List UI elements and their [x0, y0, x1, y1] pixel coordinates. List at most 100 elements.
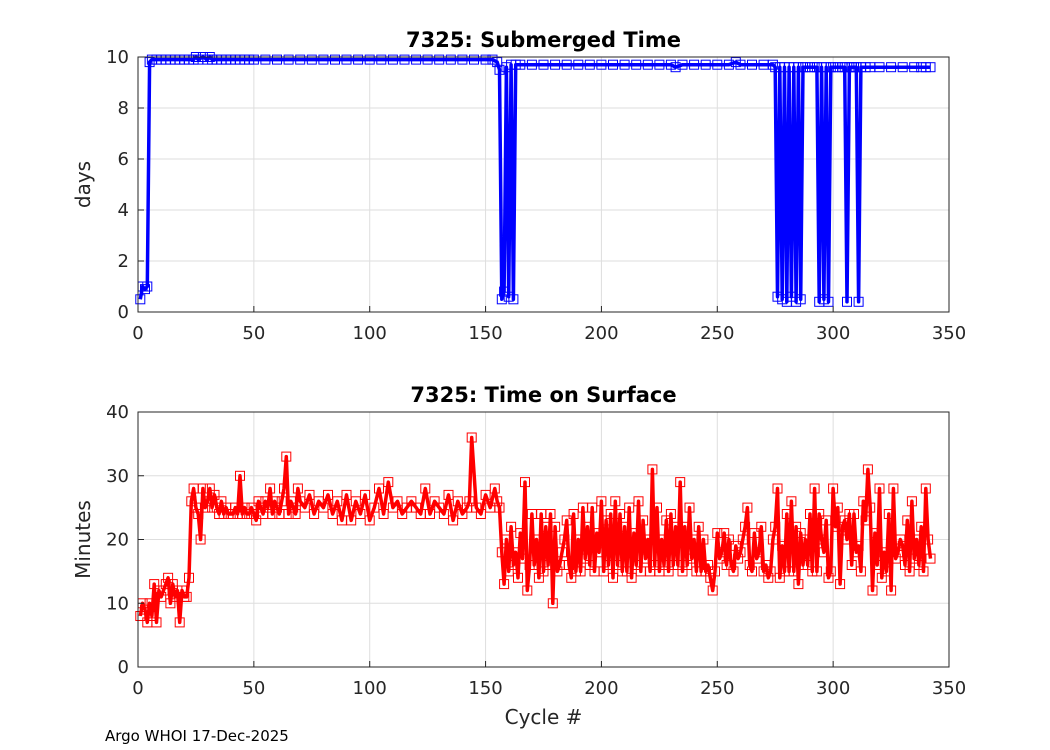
surface-data-point	[814, 509, 825, 519]
submerged-data-point	[260, 54, 271, 65]
surface-data-point	[751, 553, 762, 564]
surface-data-point	[281, 451, 292, 462]
surface-data-point	[881, 566, 892, 577]
submerged-data-point	[631, 59, 642, 70]
surface-data-point	[816, 534, 827, 545]
submerged-ylabel: days	[71, 161, 95, 208]
submerged-data-point	[642, 59, 653, 70]
submerged-ytick-label: 0	[118, 302, 129, 323]
surface-data-point	[754, 547, 764, 558]
surface-data-point	[749, 528, 760, 539]
surface-data-point	[911, 534, 922, 545]
submerged-data-point	[496, 294, 507, 305]
surface-data-point	[872, 560, 883, 570]
surface-data-point	[765, 566, 776, 577]
submerged-ytick-label: 2	[118, 251, 129, 272]
surface-ytick-label: 0	[118, 657, 129, 678]
submerged-xtick-label: 200	[584, 323, 618, 344]
surface-data-point	[865, 502, 876, 513]
submerged-ytick-label: 8	[118, 98, 129, 119]
surface-data-point	[710, 566, 720, 577]
surface-data-point	[235, 470, 245, 481]
surface-ytick-label: 10	[106, 593, 129, 614]
surface-data-point	[582, 521, 593, 532]
surface-data-point	[529, 560, 540, 570]
surface-data-point	[837, 521, 848, 532]
surface-data-point	[520, 477, 530, 488]
surface-data-point	[299, 502, 310, 513]
submerged-data-point	[492, 57, 503, 68]
surface-data-point	[374, 483, 384, 494]
surface-data-point	[552, 566, 563, 577]
surface-xtick-label: 100	[353, 678, 387, 699]
submerged-data-point	[723, 59, 734, 70]
submerged-data-point	[387, 54, 398, 65]
surface-data-point	[728, 566, 739, 577]
surface-data-point	[253, 496, 264, 507]
surface-data-point	[438, 509, 449, 519]
surface-data-point	[860, 515, 871, 526]
submerged-data-point	[142, 281, 153, 292]
surface-data-point	[265, 483, 276, 494]
submerged-data-point	[619, 59, 630, 70]
submerged-data-point	[909, 62, 920, 73]
submerged-data-point	[853, 296, 864, 307]
surface-data-point	[920, 483, 931, 494]
surface-data-point	[290, 509, 301, 519]
surface-data-point	[707, 585, 718, 596]
surface-data-point	[781, 509, 792, 519]
submerged-data-point	[295, 54, 306, 65]
surface-data-point	[723, 534, 734, 545]
surface-data-point	[443, 489, 454, 500]
surface-data-point	[737, 534, 748, 545]
submerged-data-point	[306, 54, 317, 65]
surface-data-point	[855, 566, 866, 577]
submerged-data-point	[874, 62, 885, 73]
surface-xtick-label: 150	[468, 678, 502, 699]
submerged-data-point	[526, 59, 537, 70]
surface-data-point	[494, 502, 505, 513]
surface-data-point	[684, 502, 695, 513]
submerged-ytick-label: 4	[118, 200, 129, 221]
submerged-data-point	[364, 54, 375, 65]
surface-data-point	[788, 566, 799, 577]
submerged-data-point	[248, 54, 259, 65]
surface-data-point	[346, 515, 357, 526]
surface-data-point	[849, 509, 859, 519]
surface-ticks: 0 50 100 150 200 250 300 350 0 10 20 30 40	[106, 402, 966, 699]
submerged-data-point	[550, 59, 561, 70]
submerged-data-point	[654, 59, 665, 70]
surface-data-point	[251, 515, 262, 526]
submerged-ticks: 0 50 100 150 200 250 300 350 0 2 4 6 8 10	[106, 47, 966, 344]
surface-data-point	[158, 585, 169, 596]
submerged-xtick-label: 250	[700, 323, 734, 344]
submerged-data-point	[925, 62, 936, 73]
surface-data-point	[184, 572, 194, 583]
surface-data-point	[547, 598, 558, 609]
surface-data-point	[647, 464, 658, 475]
submerged-data-point	[886, 62, 897, 73]
submerged-data-point	[515, 59, 526, 70]
surface-data-point	[867, 585, 878, 596]
submerged-xtick-label: 300	[816, 323, 850, 344]
submerged-data-point	[735, 59, 746, 70]
submerged-series-line	[138, 55, 931, 304]
submerged-data-point	[457, 54, 468, 65]
surface-ytick-label: 20	[106, 530, 129, 551]
surface-data-point	[573, 534, 584, 545]
surface-xlabel: Cycle #	[505, 705, 583, 729]
surface-data-point	[786, 496, 797, 507]
surface-data-point	[522, 585, 533, 596]
surface-data-point	[448, 515, 459, 526]
surface-data-point	[624, 502, 635, 513]
surface-data-point	[874, 483, 885, 494]
surface-data-point	[561, 515, 572, 526]
submerged-data-point	[434, 54, 445, 65]
surface-data-point	[747, 566, 757, 577]
surface-data-point	[568, 509, 579, 519]
surface-data-point	[559, 534, 570, 545]
surface-xtick-label: 250	[700, 678, 734, 699]
surface-data-point	[369, 502, 380, 513]
surface-data-point	[323, 489, 333, 500]
